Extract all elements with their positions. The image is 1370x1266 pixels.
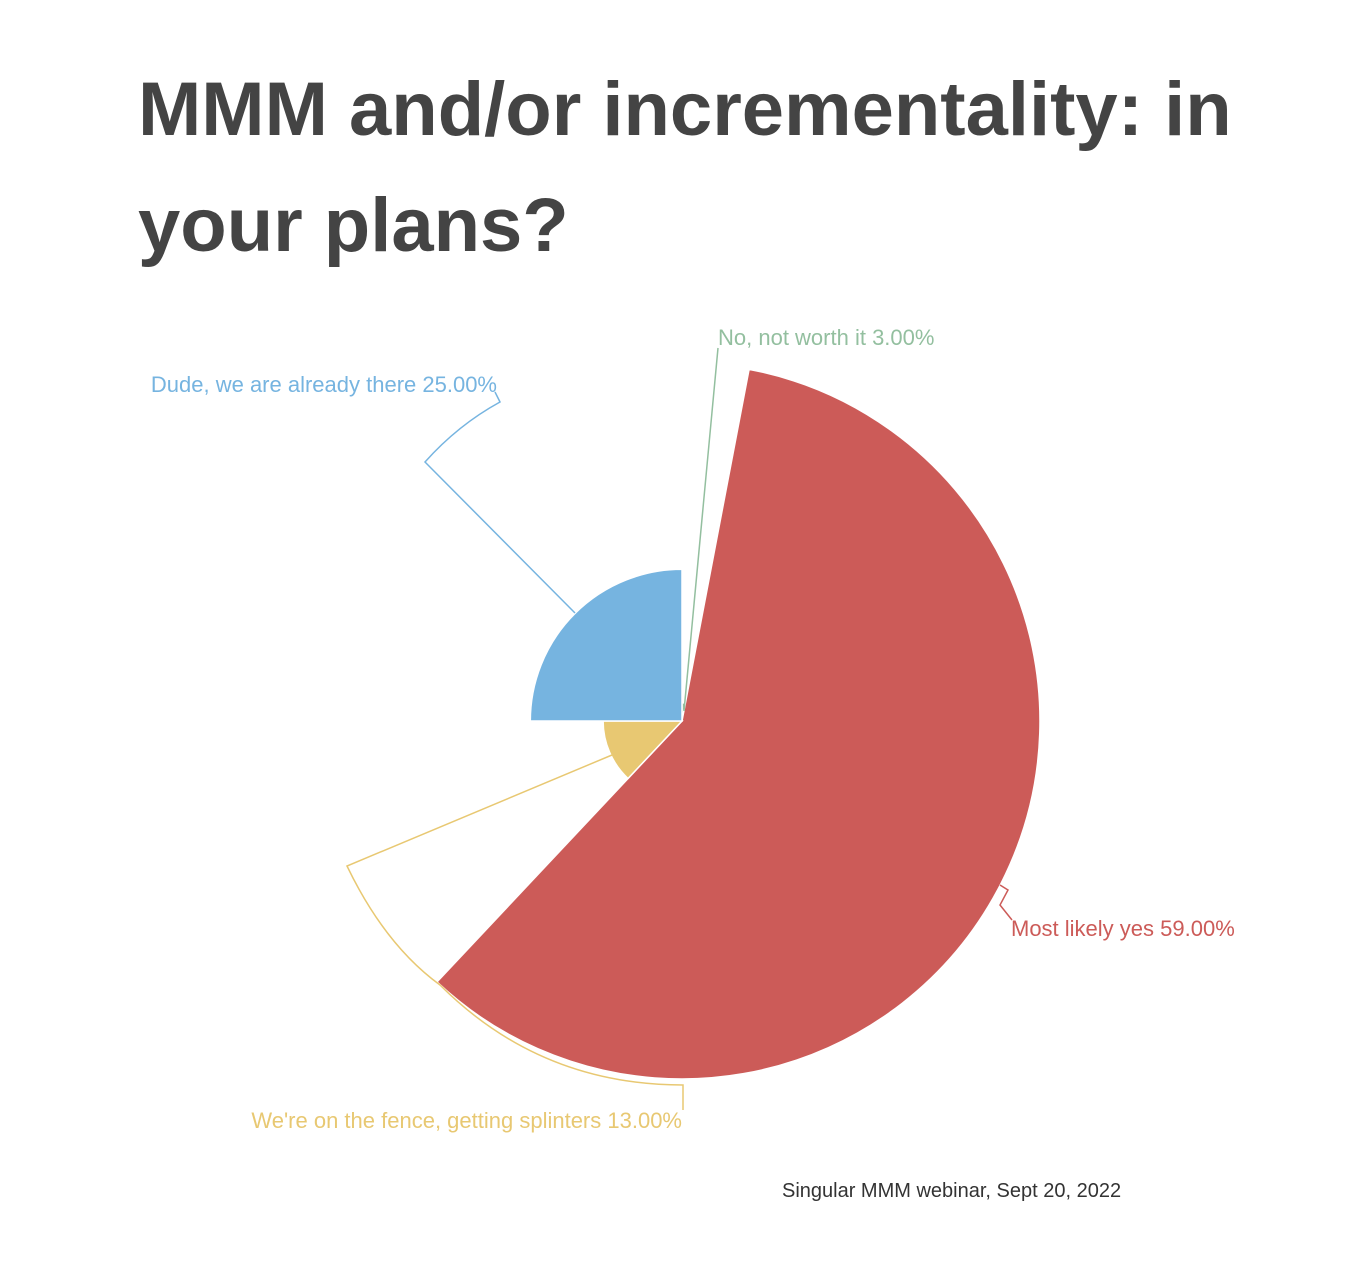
slice-label: We're on the fence, getting splinters 13… [251, 1108, 682, 1133]
leader-line [683, 347, 719, 712]
chart-title: MMM and/or incrementality: in your plans… [138, 67, 1232, 268]
slice-label: Dude, we are already there 25.00% [151, 372, 497, 397]
source-caption: Singular MMM webinar, Sept 20, 2022 [782, 1180, 1122, 1202]
slice-label: Most likely yes 59.00% [1011, 916, 1235, 941]
pie-slice [529, 568, 683, 722]
pie-slice [435, 368, 1041, 1080]
leader-line [999, 884, 1013, 921]
pie-slice [602, 720, 684, 780]
slice-label: No, not worth it 3.00% [718, 325, 934, 350]
leader-line [345, 754, 684, 1110]
leader-line [423, 391, 576, 614]
